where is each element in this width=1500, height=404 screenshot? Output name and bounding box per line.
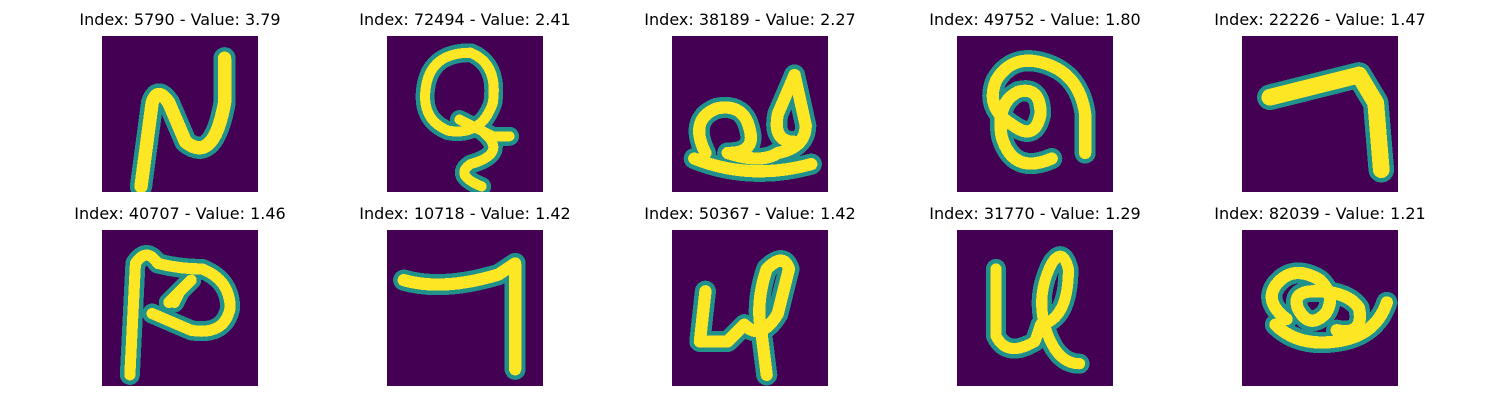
glyph-image <box>1242 36 1398 192</box>
glyph-image <box>1242 230 1398 386</box>
panel-title: Index: 5790 - Value: 3.79 <box>79 10 281 29</box>
image-panel: Index: 10718 - Value: 1.42 <box>345 204 585 404</box>
panel-title: Index: 38189 - Value: 2.27 <box>644 10 856 29</box>
image-panel: Index: 38189 - Value: 2.27 <box>630 10 870 210</box>
glyph-image <box>672 230 828 386</box>
glyph-image <box>387 36 543 192</box>
image-panel: Index: 72494 - Value: 2.41 <box>345 10 585 210</box>
image-panel: Index: 5790 - Value: 3.79 <box>60 10 300 210</box>
glyph-image <box>957 36 1113 192</box>
image-panel: Index: 31770 - Value: 1.29 <box>915 204 1155 404</box>
image-panel: Index: 82039 - Value: 1.21 <box>1200 204 1440 404</box>
panel-title: Index: 49752 - Value: 1.80 <box>929 10 1141 29</box>
glyph-image <box>957 230 1113 386</box>
image-panel: Index: 49752 - Value: 1.80 <box>915 10 1155 210</box>
panel-title: Index: 72494 - Value: 2.41 <box>359 10 571 29</box>
panel-title: Index: 40707 - Value: 1.46 <box>74 204 286 223</box>
panel-title: Index: 10718 - Value: 1.42 <box>359 204 571 223</box>
panel-title: Index: 82039 - Value: 1.21 <box>1214 204 1426 223</box>
image-panel: Index: 50367 - Value: 1.42 <box>630 204 870 404</box>
image-panel: Index: 40707 - Value: 1.46 <box>60 204 300 404</box>
glyph-image <box>672 36 828 192</box>
image-panel: Index: 22226 - Value: 1.47 <box>1200 10 1440 210</box>
glyph-image <box>102 230 258 386</box>
panel-title: Index: 22226 - Value: 1.47 <box>1214 10 1426 29</box>
glyph-image <box>387 230 543 386</box>
glyph-image <box>102 36 258 192</box>
panel-title: Index: 31770 - Value: 1.29 <box>929 204 1141 223</box>
panel-title: Index: 50367 - Value: 1.42 <box>644 204 856 223</box>
